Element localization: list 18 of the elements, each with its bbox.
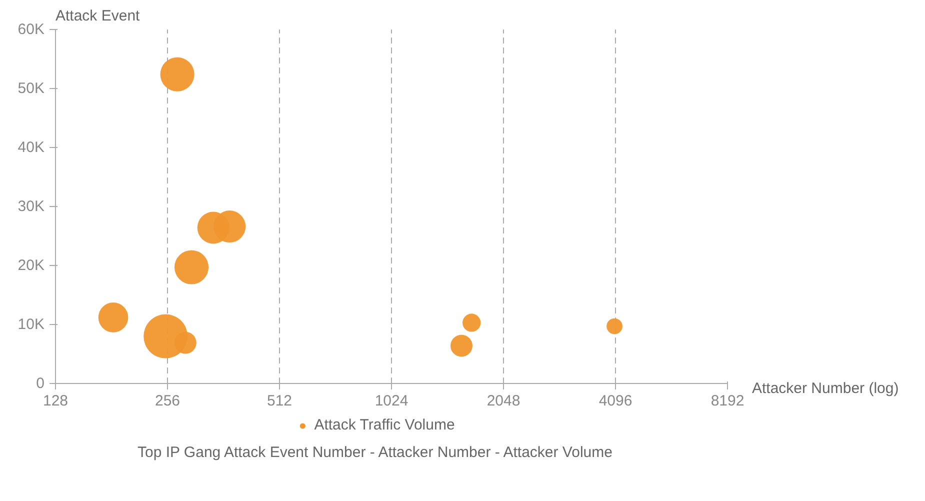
y-tick-label: 20K: [18, 257, 45, 274]
x-tick-label: 256: [154, 392, 180, 410]
x-tick-label: 8192: [710, 392, 744, 410]
x-tick-label: 512: [266, 392, 292, 410]
y-axis-title: Attack Event: [56, 8, 141, 24]
y-tick-label: 10K: [18, 316, 45, 333]
text: Top IP Gang Attack Event Number - Attacker Number - Attacker Volume: [138, 443, 612, 463]
x-axis-title: Attacker Number (log): [752, 379, 899, 399]
x-tick-label: 4096: [598, 392, 632, 410]
legend-label: Attack Traffic Volume: [314, 416, 455, 434]
y-tick-label: 30K: [18, 198, 45, 215]
x-tick-label: 128: [42, 392, 68, 410]
x-tick-label: 1024: [374, 392, 408, 410]
y-tick-label: 50K: [18, 80, 45, 97]
y-tick-label: 60K: [18, 21, 45, 38]
y-tick-label: 0: [36, 375, 44, 392]
x-tick-label: 2048: [486, 392, 520, 410]
y-tick-label: 40K: [18, 139, 45, 156]
